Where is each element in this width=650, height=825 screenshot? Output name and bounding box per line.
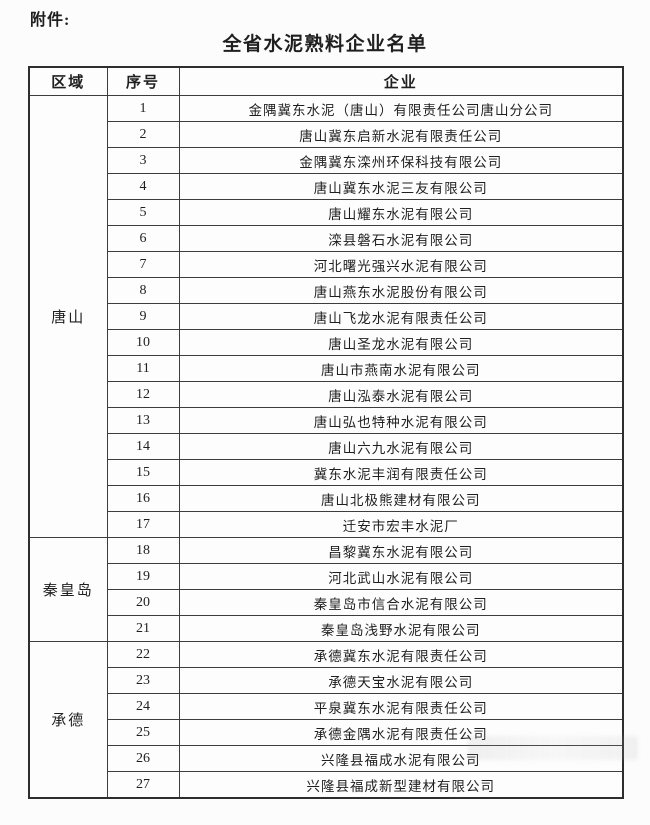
serial-number-cell: 17 bbox=[106, 511, 180, 538]
serial-number-cell: 9 bbox=[106, 303, 180, 330]
company-cell: 唐山北极熊建材有限公司 bbox=[178, 485, 624, 512]
company-cell: 金隅冀东水泥（唐山）有限责任公司唐山分公司 bbox=[178, 95, 624, 122]
table-row: 27 兴隆县福成新型建材有限公司 bbox=[29, 771, 624, 799]
company-cell: 唐山冀东水泥三友有限公司 bbox=[178, 173, 624, 200]
serial-number-cell: 24 bbox=[106, 693, 180, 720]
company-cell: 承德金隅水泥有限责任公司 bbox=[178, 719, 624, 746]
table-row: 16 唐山北极熊建材有限公司 bbox=[29, 485, 624, 512]
serial-number-cell: 8 bbox=[106, 277, 180, 304]
company-cell: 承德冀东水泥有限责任公司 bbox=[178, 641, 624, 668]
serial-number-cell: 26 bbox=[106, 745, 180, 772]
table-row: 20 秦皇岛市信合水泥有限公司 bbox=[29, 589, 624, 616]
serial-number-cell: 6 bbox=[106, 225, 180, 252]
region-cell: 承德 bbox=[28, 641, 108, 799]
company-cell: 迁安市宏丰水泥厂 bbox=[178, 511, 624, 538]
serial-number-cell: 4 bbox=[106, 173, 180, 200]
table-row: 3 金隅冀东滦州环保科技有限公司 bbox=[29, 147, 624, 174]
table-row: 8 唐山燕东水泥股份有限公司 bbox=[29, 277, 624, 304]
table-row: 14 唐山六九水泥有限公司 bbox=[29, 433, 624, 460]
serial-number-cell: 19 bbox=[106, 563, 180, 590]
region-cell: 唐山 bbox=[28, 95, 108, 538]
company-cell: 滦县磐石水泥有限公司 bbox=[178, 225, 624, 252]
table-row: 17 迁安市宏丰水泥厂 bbox=[29, 511, 624, 538]
table-header-row: 区域 序号 企业 bbox=[28, 66, 624, 96]
column-header-company: 企业 bbox=[178, 66, 624, 96]
table-row: 26 兴隆县福成水泥有限公司 bbox=[29, 745, 624, 772]
company-cell: 秦皇岛市信合水泥有限公司 bbox=[178, 589, 624, 616]
table-row: 6 滦县磐石水泥有限公司 bbox=[29, 225, 624, 252]
company-cell: 兴隆县福成新型建材有限公司 bbox=[178, 771, 624, 799]
column-header-region: 区域 bbox=[28, 66, 108, 96]
company-cell: 唐山市燕南水泥有限公司 bbox=[178, 355, 624, 382]
table-row: 9 唐山飞龙水泥有限责任公司 bbox=[29, 303, 624, 330]
serial-number-cell: 15 bbox=[106, 459, 180, 486]
enterprise-table-body: 唐山 1 金隅冀东水泥（唐山）有限责任公司唐山分公司 2 唐山冀东启新水泥有限责任公司 3… bbox=[28, 95, 624, 799]
table-row: 19 河北武山水泥有限公司 bbox=[29, 563, 624, 590]
table-row: 23 承德天宝水泥有限公司 bbox=[29, 667, 624, 694]
serial-number-cell: 14 bbox=[106, 433, 180, 460]
serial-number-cell: 5 bbox=[106, 199, 180, 226]
page-title: 全省水泥熟料企业名单 bbox=[222, 34, 428, 55]
company-cell: 唐山冀东启新水泥有限责任公司 bbox=[178, 121, 624, 148]
company-cell: 唐山泓泰水泥有限公司 bbox=[178, 381, 624, 408]
company-cell: 河北武山水泥有限公司 bbox=[178, 563, 624, 590]
serial-number-cell: 27 bbox=[106, 771, 180, 799]
table-row: 11 唐山市燕南水泥有限公司 bbox=[29, 355, 624, 382]
table-row: 13 唐山弘也特种水泥有限公司 bbox=[29, 407, 624, 434]
table-row: 12 唐山泓泰水泥有限公司 bbox=[29, 381, 624, 408]
table-row: 24 平泉冀东水泥有限责任公司 bbox=[29, 693, 624, 720]
company-cell: 金隅冀东滦州环保科技有限公司 bbox=[178, 147, 624, 174]
serial-number-cell: 11 bbox=[106, 355, 180, 382]
column-header-serial: 序号 bbox=[106, 66, 180, 96]
table-row: 10 唐山圣龙水泥有限公司 bbox=[29, 329, 624, 356]
serial-number-cell: 2 bbox=[106, 121, 180, 148]
table-row: 5 唐山耀东水泥有限公司 bbox=[29, 199, 624, 226]
serial-number-cell: 13 bbox=[106, 407, 180, 434]
attachment-label: 附件: bbox=[30, 12, 71, 29]
company-cell: 昌黎冀东水泥有限公司 bbox=[178, 537, 624, 564]
serial-number-cell: 10 bbox=[106, 329, 180, 356]
serial-number-cell: 3 bbox=[106, 147, 180, 174]
serial-number-cell: 1 bbox=[106, 95, 180, 122]
company-cell: 唐山圣龙水泥有限公司 bbox=[178, 329, 624, 356]
serial-number-cell: 7 bbox=[106, 251, 180, 278]
company-cell: 承德天宝水泥有限公司 bbox=[178, 667, 624, 694]
table-row: 唐山 1 金隅冀东水泥（唐山）有限责任公司唐山分公司 bbox=[28, 95, 624, 538]
enterprise-table: 区域 序号 企业 唐山 1 金隅冀东水泥（唐山）有限责任公司唐山分公司 2 唐山冀东启新… bbox=[28, 66, 624, 799]
serial-number-cell: 22 bbox=[106, 641, 180, 668]
table-row: 承德 22 承德冀东水泥有限责任公司 bbox=[28, 641, 624, 799]
table-row: 25 承德金隅水泥有限责任公司 bbox=[29, 719, 624, 746]
serial-number-cell: 23 bbox=[106, 667, 180, 694]
table-row: 秦皇岛 18 昌黎冀东水泥有限公司 bbox=[28, 537, 624, 642]
table-row: 15 冀东水泥丰润有限责任公司 bbox=[29, 459, 624, 486]
company-cell: 唐山六九水泥有限公司 bbox=[178, 433, 624, 460]
table-row: 21 秦皇岛浅野水泥有限公司 bbox=[29, 615, 624, 642]
company-cell: 唐山飞龙水泥有限责任公司 bbox=[178, 303, 624, 330]
serial-number-cell: 21 bbox=[106, 615, 180, 642]
company-cell: 冀东水泥丰润有限责任公司 bbox=[178, 459, 624, 486]
table-row: 7 河北曙光强兴水泥有限公司 bbox=[29, 251, 624, 278]
company-cell: 唐山燕东水泥股份有限公司 bbox=[178, 277, 624, 304]
serial-number-cell: 18 bbox=[106, 537, 180, 564]
region-cell: 秦皇岛 bbox=[28, 537, 108, 642]
table-row: 4 唐山冀东水泥三友有限公司 bbox=[29, 173, 624, 200]
company-cell: 河北曙光强兴水泥有限公司 bbox=[178, 251, 624, 278]
company-cell: 唐山耀东水泥有限公司 bbox=[178, 199, 624, 226]
serial-number-cell: 12 bbox=[106, 381, 180, 408]
table-row: 2 唐山冀东启新水泥有限责任公司 bbox=[29, 121, 624, 148]
serial-number-cell: 16 bbox=[106, 485, 180, 512]
company-cell: 平泉冀东水泥有限责任公司 bbox=[178, 693, 624, 720]
serial-number-cell: 20 bbox=[106, 589, 180, 616]
company-cell: 唐山弘也特种水泥有限公司 bbox=[178, 407, 624, 434]
company-cell: 秦皇岛浅野水泥有限公司 bbox=[178, 615, 624, 642]
serial-number-cell: 25 bbox=[106, 719, 180, 746]
company-cell: 兴隆县福成水泥有限公司 bbox=[178, 745, 624, 772]
